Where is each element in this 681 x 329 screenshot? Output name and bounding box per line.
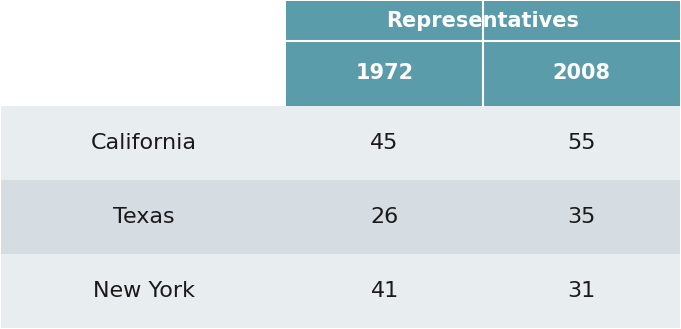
FancyBboxPatch shape bbox=[286, 40, 483, 106]
Text: 35: 35 bbox=[567, 207, 595, 227]
Text: 2008: 2008 bbox=[552, 63, 610, 83]
Text: California: California bbox=[91, 133, 197, 153]
FancyBboxPatch shape bbox=[286, 1, 680, 40]
Text: 1972: 1972 bbox=[355, 63, 413, 83]
FancyBboxPatch shape bbox=[1, 180, 286, 254]
FancyBboxPatch shape bbox=[483, 180, 680, 254]
FancyBboxPatch shape bbox=[1, 106, 286, 180]
Text: 31: 31 bbox=[567, 281, 595, 301]
Text: 55: 55 bbox=[567, 133, 595, 153]
Text: 26: 26 bbox=[370, 207, 398, 227]
FancyBboxPatch shape bbox=[286, 180, 483, 254]
Text: 45: 45 bbox=[370, 133, 399, 153]
FancyBboxPatch shape bbox=[483, 40, 680, 106]
FancyBboxPatch shape bbox=[286, 106, 483, 180]
Text: Texas: Texas bbox=[113, 207, 174, 227]
Text: Representatives: Representatives bbox=[386, 11, 580, 31]
FancyBboxPatch shape bbox=[1, 254, 286, 328]
FancyBboxPatch shape bbox=[286, 254, 483, 328]
Text: 41: 41 bbox=[370, 281, 398, 301]
FancyBboxPatch shape bbox=[483, 254, 680, 328]
FancyBboxPatch shape bbox=[483, 106, 680, 180]
Text: New York: New York bbox=[93, 281, 195, 301]
